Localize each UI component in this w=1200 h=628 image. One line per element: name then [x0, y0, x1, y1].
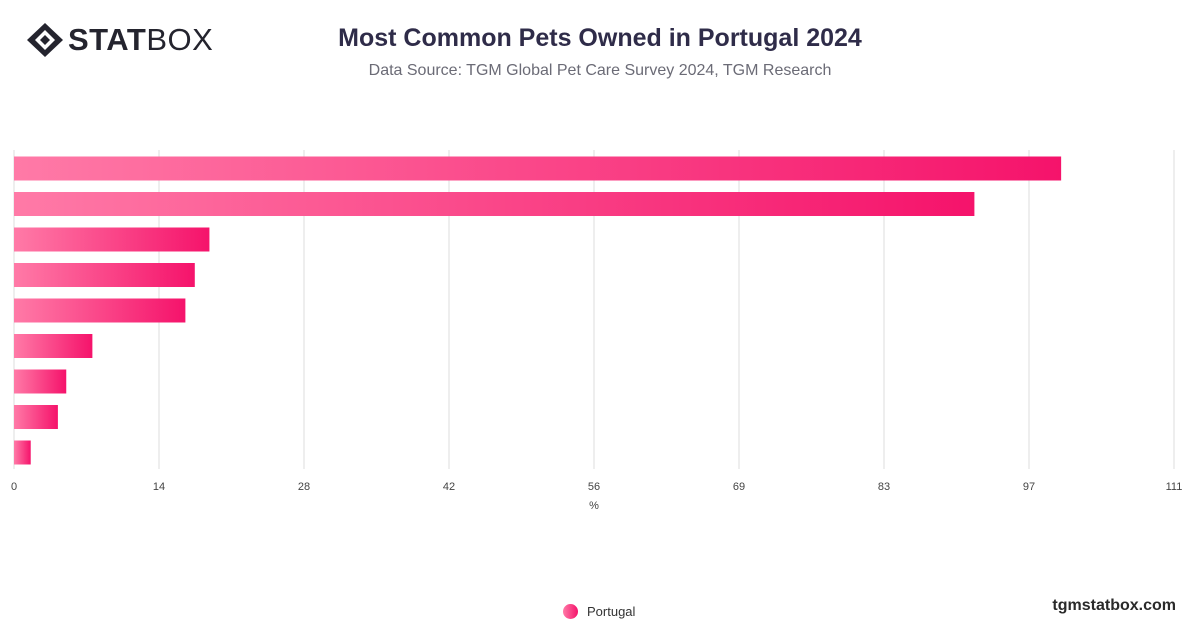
logo-text-light: BOX: [146, 22, 214, 57]
statbox-logo: STATBOX: [26, 22, 213, 58]
bar[interactable]: [14, 440, 31, 465]
footer-url: tgmstatbox.com: [1052, 597, 1176, 614]
legend-swatch: [563, 603, 578, 619]
bar[interactable]: [14, 369, 67, 394]
logo-wordmark: STATBOX: [68, 22, 213, 58]
bars: [14, 156, 1062, 465]
x-tick-label: 42: [443, 481, 455, 493]
bar[interactable]: [14, 263, 195, 287]
chart-title: Most Common Pets Owned in Portugal 2024: [338, 24, 862, 52]
x-axis-ticks: 0 14 28 42 56 69 83 97 111: [11, 481, 1182, 493]
x-tick-label: 83: [878, 481, 890, 493]
logo-text-bold: STAT: [68, 22, 147, 57]
chart-subtitle: Data Source: TGM Global Pet Care Survey …: [368, 62, 832, 79]
x-tick-label: 14: [153, 481, 165, 493]
legend-label: Portugal: [587, 603, 636, 619]
bar[interactable]: [14, 156, 1062, 181]
x-axis-label: %: [589, 500, 599, 512]
legend[interactable]: Portugal: [563, 603, 635, 619]
x-tick-label: 56: [588, 481, 600, 493]
bar[interactable]: [14, 298, 186, 323]
bar[interactable]: [14, 405, 58, 429]
bar[interactable]: [14, 227, 210, 252]
bar[interactable]: [14, 192, 975, 216]
x-tick-label: 0: [11, 481, 17, 493]
statbox-diamond-icon: [27, 23, 63, 57]
x-tick-label: 111: [1166, 481, 1183, 493]
x-tick-label: 97: [1023, 481, 1035, 493]
x-tick-label: 28: [298, 481, 310, 493]
x-tick-label: 69: [733, 481, 745, 493]
bar[interactable]: [14, 334, 93, 358]
